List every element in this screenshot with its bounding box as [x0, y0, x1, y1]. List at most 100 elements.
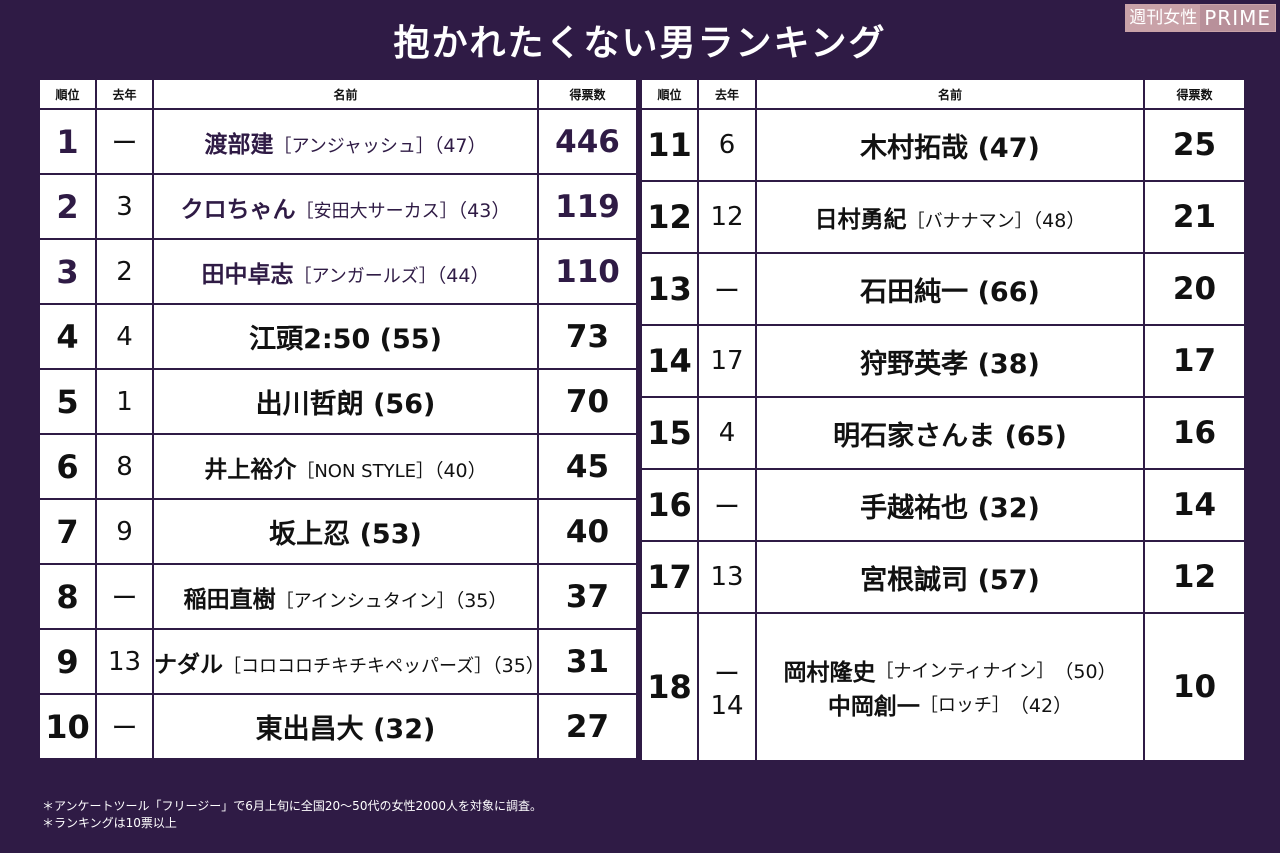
header-prev: 去年 — [697, 78, 757, 110]
person-name: 坂上忍 — [269, 519, 351, 550]
group-name: ［アンガールズ］ — [293, 265, 437, 287]
age: （43） — [457, 199, 511, 222]
brand-logo-jp: 週刊女性 — [1126, 5, 1201, 31]
header-name: 名前 — [755, 78, 1145, 110]
votes-cell: 27 — [537, 693, 638, 760]
age: (53) — [350, 519, 422, 550]
table-row: 4 4 江頭2:50 (55) 73 — [38, 303, 638, 370]
name-wrap: 田中卓志［アンガールズ］（44） — [202, 262, 490, 288]
rank-cell: 6 — [38, 433, 97, 500]
age: （44） — [436, 264, 490, 287]
table-row: 5 1 出川哲朗 (56) 70 — [38, 368, 638, 435]
group-name: ［ナインティナイン］ — [875, 661, 1055, 682]
table-row: 1 ー 渡部建［アンジャッシュ］（47） 446 — [38, 108, 638, 175]
prev-cell: 12 — [697, 180, 757, 254]
person-name: 井上裕介 — [204, 456, 297, 483]
name-wrap: 木村拓哉 (47) — [860, 133, 1040, 164]
prev-cell: ー — [697, 468, 757, 542]
name-wrap: 日村勇紀［バナナマン］（48） — [815, 207, 1086, 233]
name-wrap: 渡部建［アンジャッシュ］（47） — [204, 132, 486, 158]
person-name: 手越祐也 — [860, 492, 969, 524]
name-cell: クロちゃん［安田大サーカス］（43） — [152, 173, 539, 240]
person-name: 日村勇紀 — [814, 207, 907, 233]
footnote: ＊アンケートツール「フリージー」で6月上旬に全国20〜50代の女性2000人を対… — [42, 799, 542, 813]
person-name: 岡村隆史 — [783, 660, 876, 686]
name-cell: 手越祐也 (32) — [755, 468, 1145, 542]
table-row-tie: 18 ー 14 岡村隆史 ［ナインティナイン］ （50） 中岡創一 ［ロッチ］ （42）… — [640, 612, 1246, 762]
name-cell: 田中卓志［アンガールズ］（44） — [152, 238, 539, 305]
table-row: 15 4 明石家さんま (65) 16 — [640, 396, 1246, 470]
votes-cell: 73 — [537, 303, 638, 370]
page-title: 抱かれたくない男ランキング — [393, 23, 887, 64]
rank-cell: 12 — [640, 180, 699, 254]
table-row: 11 6 木村拓哉 (47) 25 — [640, 108, 1246, 182]
votes-cell: 10 — [1143, 612, 1246, 762]
votes-cell: 37 — [537, 563, 638, 630]
prev-cell: ー — [697, 252, 757, 326]
person-name: 狩野英孝 — [860, 348, 969, 380]
brand-logo: 週刊女性 PRIME — [1125, 4, 1276, 32]
name-cell: 井上裕介［NON STYLE］（40） — [152, 433, 539, 500]
name-cell: 渡部建［アンジャッシュ］（47） — [152, 108, 539, 175]
person-name: 江頭2:50 — [249, 324, 371, 355]
group-name: ［NON STYLE］ — [296, 460, 434, 482]
prev-cell-tie: ー 14 — [697, 612, 757, 762]
header-name: 名前 — [152, 78, 539, 110]
age: (66) — [968, 276, 1040, 308]
table-row: 2 3 クロちゃん［安田大サーカス］（43） 119 — [38, 173, 638, 240]
votes-cell: 110 — [537, 238, 638, 305]
table-row: 3 2 田中卓志［アンガールズ］（44） 110 — [38, 238, 638, 305]
name-wrap: 井上裕介［NON STYLE］（40） — [204, 457, 486, 483]
group-name: ［安田大サーカス］ — [295, 200, 458, 222]
table-row: 17 13 宮根誠司 (57) 12 — [640, 540, 1246, 614]
person-name: 明石家さんま — [833, 420, 996, 452]
person-name: 出川哲朗 — [255, 389, 364, 420]
person-name: 石田純一 — [860, 276, 969, 308]
age: (55) — [370, 324, 442, 355]
name-cell: 明石家さんま (65) — [755, 396, 1145, 470]
votes-cell: 45 — [537, 433, 638, 500]
header-votes: 得票数 — [537, 78, 638, 110]
table-row: 10 ー 東出昌大 (32) 27 — [38, 693, 638, 760]
rank-cell: 11 — [640, 108, 699, 182]
votes-cell: 21 — [1143, 180, 1246, 254]
header-votes: 得票数 — [1143, 78, 1246, 110]
prev-cell: 4 — [697, 396, 757, 470]
prev-value: ー — [713, 659, 740, 690]
votes-cell: 119 — [537, 173, 638, 240]
name-cell-tie: 岡村隆史 ［ナインティナイン］ （50） 中岡創一 ［ロッチ］ （42） — [755, 612, 1145, 762]
person-name: 渡部建 — [204, 131, 274, 158]
name-wrap: 石田純一 (66) — [860, 277, 1040, 308]
rank-cell: 8 — [38, 563, 97, 630]
person-name: 中岡創一 — [827, 694, 920, 720]
name-cell: 東出昌大 (32) — [152, 693, 539, 760]
name-wrap: 坂上忍 (53) — [269, 519, 422, 550]
table-row: 6 8 井上裕介［NON STYLE］（40） 45 — [38, 433, 638, 500]
votes-cell: 14 — [1143, 468, 1246, 542]
name-wrap: 手越祐也 (32) — [860, 493, 1040, 524]
votes-cell: 40 — [537, 498, 638, 565]
name-cell: 稲田直樹［アインシュタイン］（35） — [152, 563, 539, 630]
age: (38) — [968, 348, 1040, 380]
group-name: ［アンジャッシュ］ — [273, 135, 434, 157]
age: （48） — [1032, 210, 1086, 232]
name-cell: 狩野英孝 (38) — [755, 324, 1145, 398]
prev-cell: 3 — [95, 173, 154, 240]
name-wrap: 出川哲朗 (56) — [256, 389, 436, 420]
header-rank: 順位 — [640, 78, 699, 110]
votes-cell: 12 — [1143, 540, 1246, 614]
age: (32) — [968, 492, 1040, 524]
prev-cell: 2 — [95, 238, 154, 305]
brand-logo-en: PRIME — [1200, 5, 1275, 31]
name-wrap: 狩野英孝 (38) — [860, 349, 1040, 380]
group-name: ［コロコロチキチキペッパーズ］ — [223, 655, 493, 677]
prev-cell: 8 — [95, 433, 154, 500]
rank-cell: 17 — [640, 540, 699, 614]
prev-cell: 17 — [697, 324, 757, 398]
age: （42） — [1009, 694, 1073, 717]
name-cell: 日村勇紀［バナナマン］（48） — [755, 180, 1145, 254]
prev-cell: ー — [95, 693, 154, 760]
rank-cell: 15 — [640, 396, 699, 470]
person-name: 東出昌大 — [255, 714, 364, 745]
